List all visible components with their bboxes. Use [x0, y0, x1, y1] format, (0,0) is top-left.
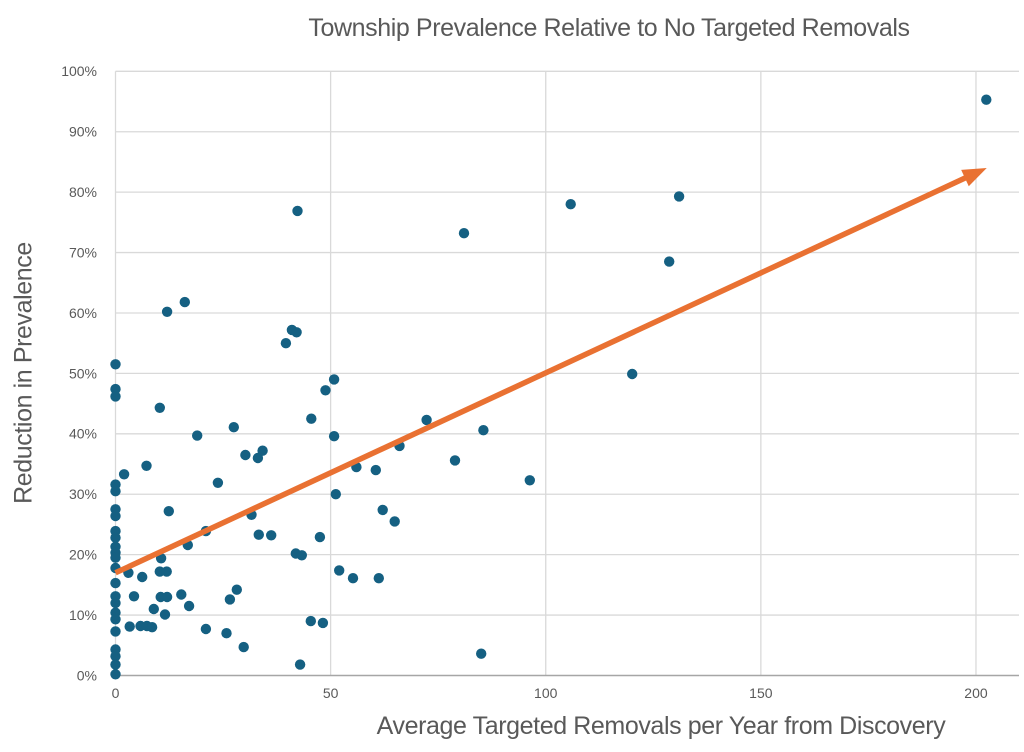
svg-text:0: 0 — [112, 685, 120, 701]
svg-text:50: 50 — [323, 685, 339, 701]
data-point — [231, 584, 242, 595]
data-point — [314, 531, 326, 543]
data-point — [192, 430, 203, 441]
svg-text:50%: 50% — [69, 365, 97, 381]
data-point — [664, 256, 675, 267]
data-point — [110, 510, 121, 522]
data-point — [161, 566, 172, 577]
data-point — [280, 338, 292, 349]
data-point — [148, 603, 159, 615]
y-axis-title: Reduction in Prevalence — [9, 242, 38, 504]
svg-text:100%: 100% — [61, 63, 97, 79]
svg-text:70%: 70% — [69, 244, 97, 260]
data-point — [320, 385, 331, 396]
data-point — [110, 552, 121, 563]
data-point — [373, 573, 384, 584]
data-point — [141, 460, 152, 471]
chart-title: Township Prevalence Relative to No Targe… — [308, 14, 910, 42]
data-point — [292, 205, 303, 217]
data-point — [253, 529, 264, 540]
svg-text:80%: 80% — [69, 184, 97, 200]
data-point — [154, 402, 165, 413]
data-point — [110, 597, 121, 609]
data-point — [110, 626, 121, 637]
data-point — [389, 516, 400, 527]
data-point — [161, 591, 173, 603]
gridlines — [114, 70, 1019, 676]
data-point — [240, 449, 251, 461]
x-axis-title: Average Targeted Removals per Year from … — [376, 712, 946, 740]
data-point — [476, 648, 487, 659]
data-point — [673, 191, 685, 202]
data-point — [176, 589, 187, 600]
data-point — [163, 506, 174, 517]
data-point — [183, 600, 195, 612]
data-point — [524, 475, 535, 486]
data-point — [110, 614, 121, 625]
data-point — [124, 621, 135, 632]
data-point — [306, 413, 317, 424]
data-point — [110, 651, 121, 662]
data-point — [221, 628, 232, 639]
data-point — [421, 414, 432, 426]
x-tick-labels: 0 50 100 150 200 — [112, 685, 988, 701]
svg-text:100: 100 — [534, 685, 558, 701]
data-point — [110, 383, 121, 395]
data-point — [328, 431, 340, 442]
data-point — [981, 94, 992, 105]
data-point — [110, 659, 121, 670]
data-point — [317, 617, 329, 629]
data-point — [627, 368, 638, 380]
data-point — [370, 464, 381, 476]
data-point — [347, 573, 359, 584]
data-point — [224, 594, 236, 605]
data-point — [257, 445, 268, 456]
data-point — [305, 615, 316, 627]
data-point — [228, 422, 239, 433]
y-tick-labels: 0% 10% 20% 30% 40% 50% 60% 70% 80% 90% 100% — [61, 63, 97, 683]
data-point — [159, 609, 171, 620]
data-point — [266, 530, 277, 541]
data-point — [330, 489, 341, 500]
data-point — [137, 571, 148, 583]
svg-text:30%: 30% — [69, 486, 97, 502]
data-point — [334, 565, 345, 576]
data-point — [110, 486, 121, 497]
data-point — [110, 532, 121, 543]
data-point — [110, 359, 121, 370]
data-points — [110, 94, 992, 680]
data-point — [377, 504, 388, 516]
data-point — [110, 391, 121, 402]
svg-text:20%: 20% — [69, 547, 97, 563]
data-point — [238, 641, 249, 653]
svg-text:40%: 40% — [69, 426, 97, 442]
data-point — [565, 199, 576, 210]
data-point — [294, 659, 306, 670]
data-point — [110, 577, 121, 589]
data-point — [458, 228, 470, 239]
trend-arrow — [114, 167, 987, 576]
svg-text:0%: 0% — [77, 667, 97, 683]
data-point — [110, 669, 121, 680]
svg-text:10%: 10% — [69, 607, 97, 623]
data-point — [449, 455, 461, 466]
data-point — [212, 477, 224, 488]
data-point — [161, 306, 173, 317]
data-point — [179, 296, 190, 308]
svg-text:200: 200 — [964, 685, 988, 701]
data-point — [128, 591, 140, 602]
data-point — [146, 622, 158, 633]
svg-text:150: 150 — [749, 685, 773, 701]
data-point — [118, 469, 130, 480]
data-point — [296, 550, 307, 561]
data-point — [291, 327, 302, 338]
svg-text:60%: 60% — [69, 305, 97, 321]
data-point — [200, 623, 212, 635]
data-point — [478, 425, 489, 436]
svg-text:90%: 90% — [69, 124, 97, 140]
data-point — [328, 374, 340, 385]
